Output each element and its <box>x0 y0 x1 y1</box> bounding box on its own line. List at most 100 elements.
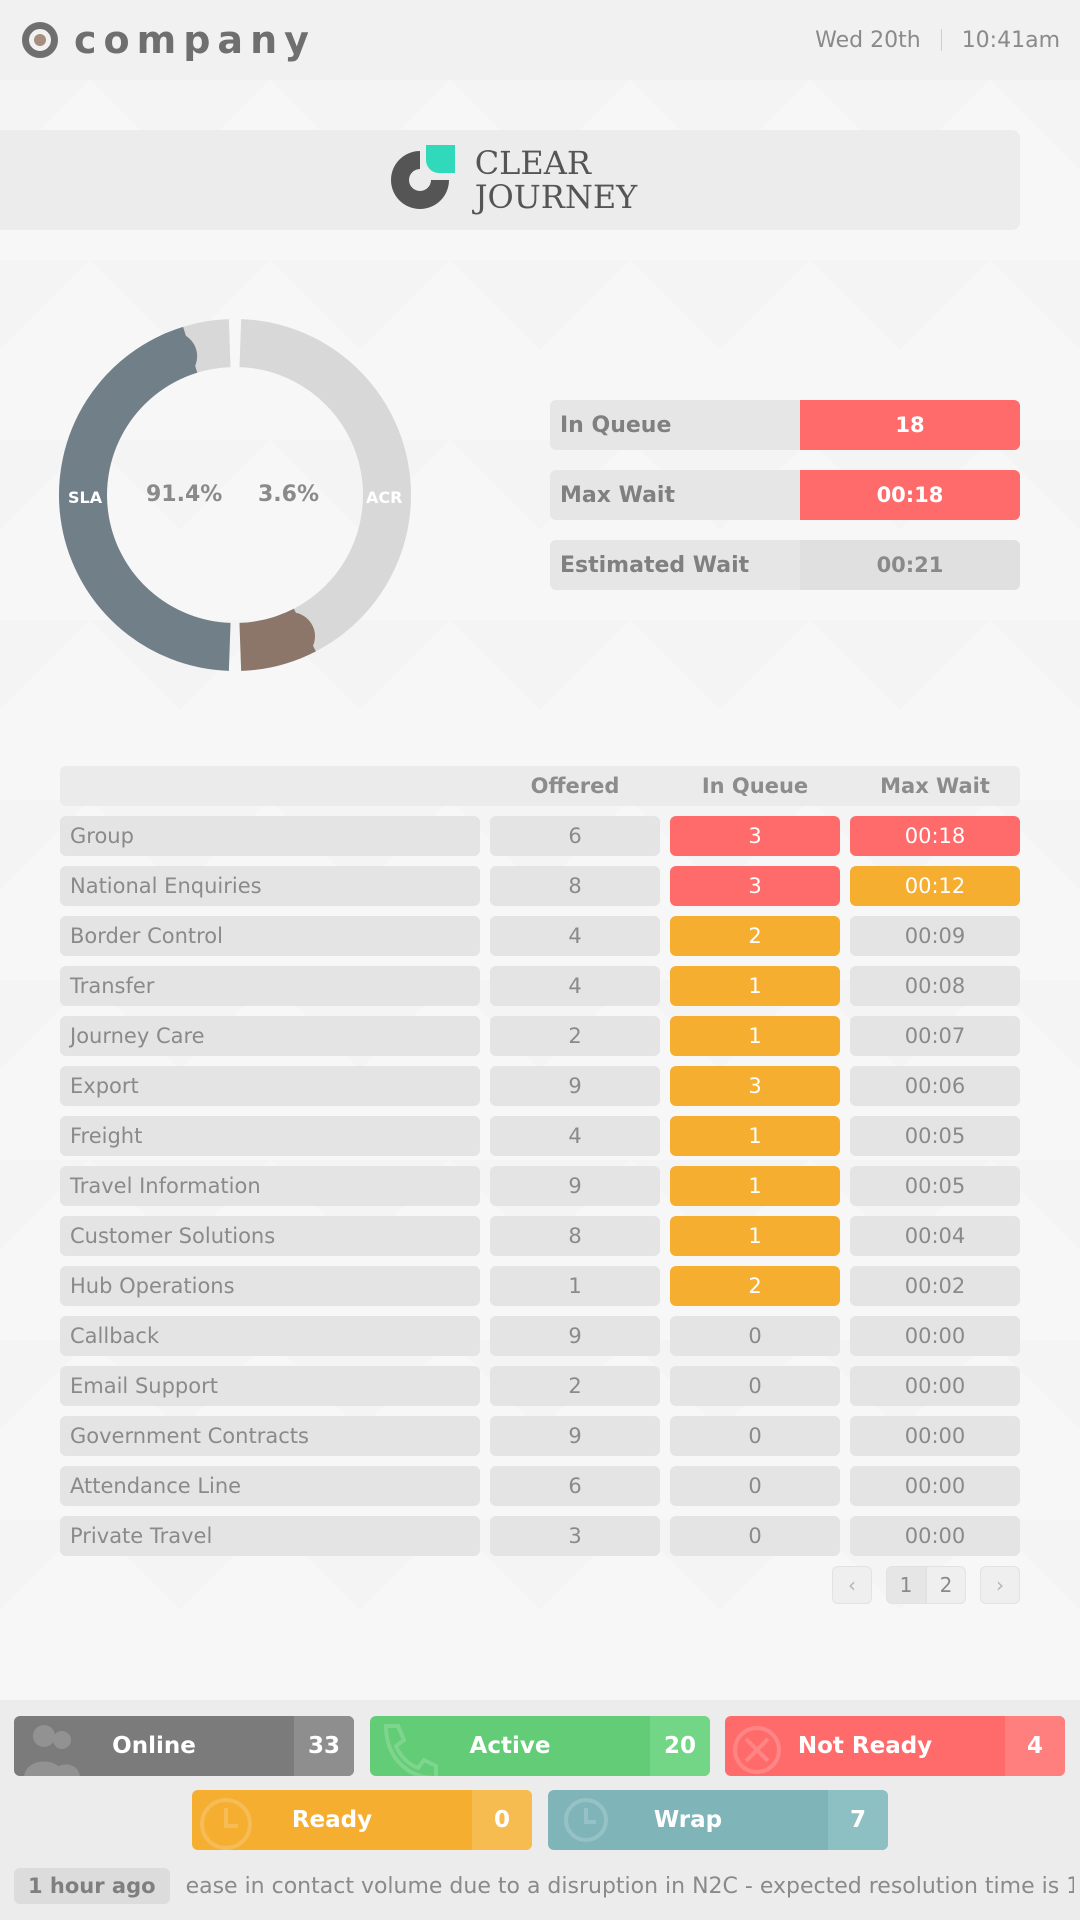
in-queue-cell: 0 <box>670 1366 840 1406</box>
kpi-label: In Queue <box>560 412 672 438</box>
in-queue-cell: 1 <box>670 1166 840 1206</box>
offered-cell: 9 <box>490 1166 660 1206</box>
phone-clock-icon <box>556 1796 612 1850</box>
kpi-value: 00:21 <box>800 540 1020 590</box>
page-1-button[interactable]: 1 <box>886 1566 926 1604</box>
queue-name-cell: Freight <box>60 1116 480 1156</box>
table-row: National Enquiries 8 3 00:12 <box>60 866 1020 906</box>
divider <box>940 29 942 51</box>
status-count: 7 <box>828 1790 888 1850</box>
queue-name-cell: Export <box>60 1066 480 1106</box>
queue-name-cell: Travel Information <box>60 1166 480 1206</box>
sla-acr-donut: SLA ACR 91.4% 3.6% <box>58 318 412 672</box>
brand: company <box>22 18 316 62</box>
clear-journey-wordmark: CLEAR JOURNEY <box>475 146 638 214</box>
pagination: ‹ 1 2 › <box>832 1566 1020 1604</box>
column-header-max-wait: Max Wait <box>880 774 990 798</box>
status-online: Online 33 <box>14 1716 354 1776</box>
offered-cell: 8 <box>490 866 660 906</box>
offered-cell: 8 <box>490 1216 660 1256</box>
sla-arc <box>59 326 231 671</box>
kpi-in-queue: In Queue 18 <box>550 400 1020 450</box>
max-wait-cell: 00:09 <box>850 916 1020 956</box>
max-wait-cell: 00:07 <box>850 1016 1020 1056</box>
status-label-wrap: Not Ready <box>725 1716 1005 1776</box>
date-time: Wed 20th 10:41am <box>815 28 1060 53</box>
in-queue-cell: 1 <box>670 1016 840 1056</box>
sla-value: 91.4% <box>146 482 223 507</box>
offered-cell: 2 <box>490 1366 660 1406</box>
queue-table: Offered In Queue Max Wait Group 6 3 00:18 Na… <box>60 766 1020 1556</box>
queue-name-cell: Private Travel <box>60 1516 480 1556</box>
status-label-wrap: Online <box>14 1716 294 1776</box>
current-time: 10:41am <box>961 27 1060 53</box>
queue-name-cell: National Enquiries <box>60 866 480 906</box>
table-row: Government Contracts 9 0 00:00 <box>60 1416 1020 1456</box>
status-label: Wrap <box>653 1807 723 1833</box>
queue-name-cell: Government Contracts <box>60 1416 480 1456</box>
queue-name-cell: Attendance Line <box>60 1466 480 1506</box>
table-row: Transfer 4 1 00:08 <box>60 966 1020 1006</box>
top-bar: company Wed 20th 10:41am <box>0 0 1080 80</box>
acr-arc-cap <box>266 612 315 661</box>
status-ready: Ready 0 <box>192 1790 532 1850</box>
offered-cell: 9 <box>490 1416 660 1456</box>
kpi-max-wait: Max Wait 00:18 <box>550 470 1020 520</box>
acr-label: ACR <box>366 488 403 507</box>
queue-name-cell: Journey Care <box>60 1016 480 1056</box>
status-count: 33 <box>294 1716 354 1776</box>
in-queue-cell: 3 <box>670 816 840 856</box>
ticker-message: ease in contact volume due to a disrupti… <box>185 1873 1074 1899</box>
max-wait-cell: 00:00 <box>850 1516 1020 1556</box>
in-queue-cell: 2 <box>670 1266 840 1306</box>
queue-name-cell: Group <box>60 816 480 856</box>
max-wait-cell: 00:02 <box>850 1266 1020 1306</box>
in-queue-cell: 1 <box>670 966 840 1006</box>
status-label: Not Ready <box>797 1733 933 1759</box>
table-row: Email Support 2 0 00:00 <box>60 1366 1020 1406</box>
kpi-label: Max Wait <box>560 482 675 508</box>
in-queue-cell: 3 <box>670 1066 840 1106</box>
max-wait-cell: 00:12 <box>850 866 1020 906</box>
in-queue-cell: 1 <box>670 1116 840 1156</box>
status-count: 20 <box>650 1716 710 1776</box>
sla-arc-cap <box>149 332 198 381</box>
status-not-ready: Not Ready 4 <box>725 1716 1065 1776</box>
next-page-button[interactable]: › <box>980 1566 1020 1604</box>
phone-icon <box>378 1722 438 1776</box>
status-wrap: Wrap 7 <box>548 1790 888 1850</box>
max-wait-cell: 00:00 <box>850 1366 1020 1406</box>
kpi-value: 18 <box>800 400 1020 450</box>
brand-name: company <box>74 18 316 62</box>
queue-name-cell: Email Support <box>60 1366 480 1406</box>
offered-cell: 6 <box>490 1466 660 1506</box>
table-row: Callback 9 0 00:00 <box>60 1316 1020 1356</box>
offered-cell: 3 <box>490 1516 660 1556</box>
page-2-button[interactable]: 2 <box>926 1566 966 1604</box>
wordmark-line-1: CLEAR <box>474 144 591 182</box>
current-date: Wed 20th <box>815 27 921 53</box>
max-wait-cell: 00:00 <box>850 1466 1020 1506</box>
max-wait-cell: 00:04 <box>850 1216 1020 1256</box>
queue-name-cell: Callback <box>60 1316 480 1356</box>
max-wait-cell: 00:08 <box>850 966 1020 1006</box>
status-count: 0 <box>472 1790 532 1850</box>
table-row: Border Control 4 2 00:09 <box>60 916 1020 956</box>
close-icon <box>733 1722 789 1776</box>
table-row: Attendance Line 6 0 00:00 <box>60 1466 1020 1506</box>
table-row: Freight 4 1 00:05 <box>60 1116 1020 1156</box>
clock-icon <box>200 1796 256 1850</box>
kpi-estimated-wait: Estimated Wait 00:21 <box>550 540 1020 590</box>
acr-value: 3.6% <box>258 482 320 507</box>
in-queue-cell: 1 <box>670 1216 840 1256</box>
donut-chart <box>59 319 411 671</box>
offered-cell: 4 <box>490 966 660 1006</box>
previous-page-button[interactable]: ‹ <box>832 1566 872 1604</box>
company-logo-icon <box>22 22 58 58</box>
news-ticker: 1 hour ago ease in contact volume due to… <box>14 1866 1074 1906</box>
queue-name-cell: Customer Solutions <box>60 1216 480 1256</box>
kpi-panel: In Queue 18 Max Wait 00:18 Estimated Wai… <box>550 400 1020 610</box>
clear-journey-logo-icon <box>390 145 455 209</box>
max-wait-cell: 00:00 <box>850 1416 1020 1456</box>
table-row: Private Travel 3 0 00:00 <box>60 1516 1020 1556</box>
